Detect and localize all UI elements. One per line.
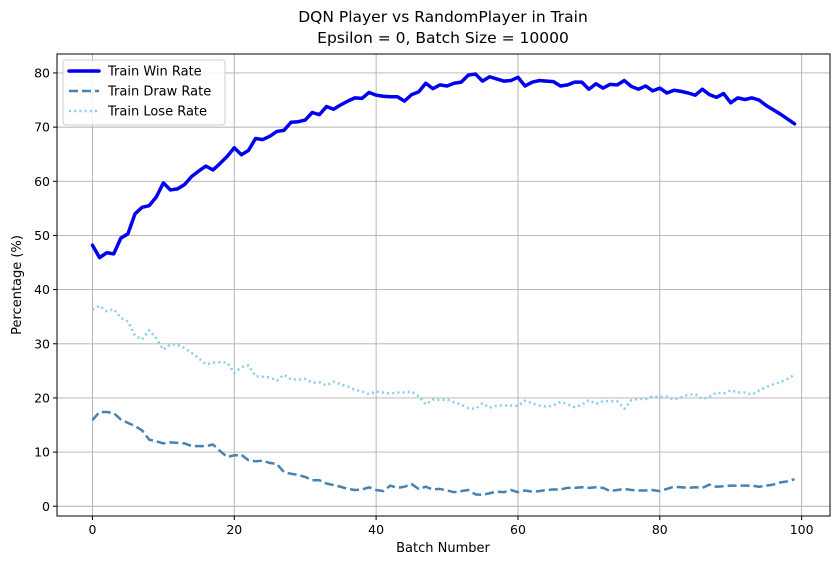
legend-box <box>62 59 226 126</box>
chart-subtitle: Epsilon = 0, Batch Size = 10000 <box>317 29 569 47</box>
y-tick-label: 60 <box>34 174 50 189</box>
x-tick-label: 60 <box>510 522 526 537</box>
y-tick-label: 80 <box>34 65 50 80</box>
plot-frame <box>56 53 831 517</box>
y-tick-label: 0 <box>42 499 50 514</box>
grid-lines <box>57 54 830 516</box>
y-tick-label: 40 <box>34 282 50 297</box>
legend-label-lose: Train Lose Rate <box>107 105 207 120</box>
axis-ticks: 0 20 40 60 80 100 0 10 20 30 40 50 60 70 80 <box>34 65 814 537</box>
y-tick-label: 70 <box>34 120 50 135</box>
series-lines <box>90 72 797 497</box>
x-tick-label: 40 <box>368 522 384 537</box>
x-tick-label: 100 <box>790 522 814 537</box>
x-tick-label: 80 <box>652 522 668 537</box>
y-tick-label: 50 <box>34 228 50 243</box>
legend-label-win: Train Win Rate <box>107 65 202 80</box>
y-tick-label: 30 <box>34 336 50 351</box>
y-tick-label: 10 <box>34 445 50 460</box>
y-tick-label: 20 <box>34 390 50 405</box>
legend: Train Win Rate Train Draw Rate Train Los… <box>62 59 226 126</box>
chart-title: DQN Player vs RandomPlayer in Train <box>298 8 588 26</box>
x-axis-label: Batch Number <box>396 541 490 556</box>
series-line-draw-rate <box>91 410 795 497</box>
x-tick-label: 0 <box>88 522 96 537</box>
legend-label-draw: Train Draw Rate <box>107 85 211 100</box>
series-line-lose-rate <box>91 304 796 411</box>
series-line-win-rate <box>90 72 797 260</box>
y-axis-label: Percentage (%) <box>10 235 25 335</box>
x-tick-label: 20 <box>226 522 242 537</box>
